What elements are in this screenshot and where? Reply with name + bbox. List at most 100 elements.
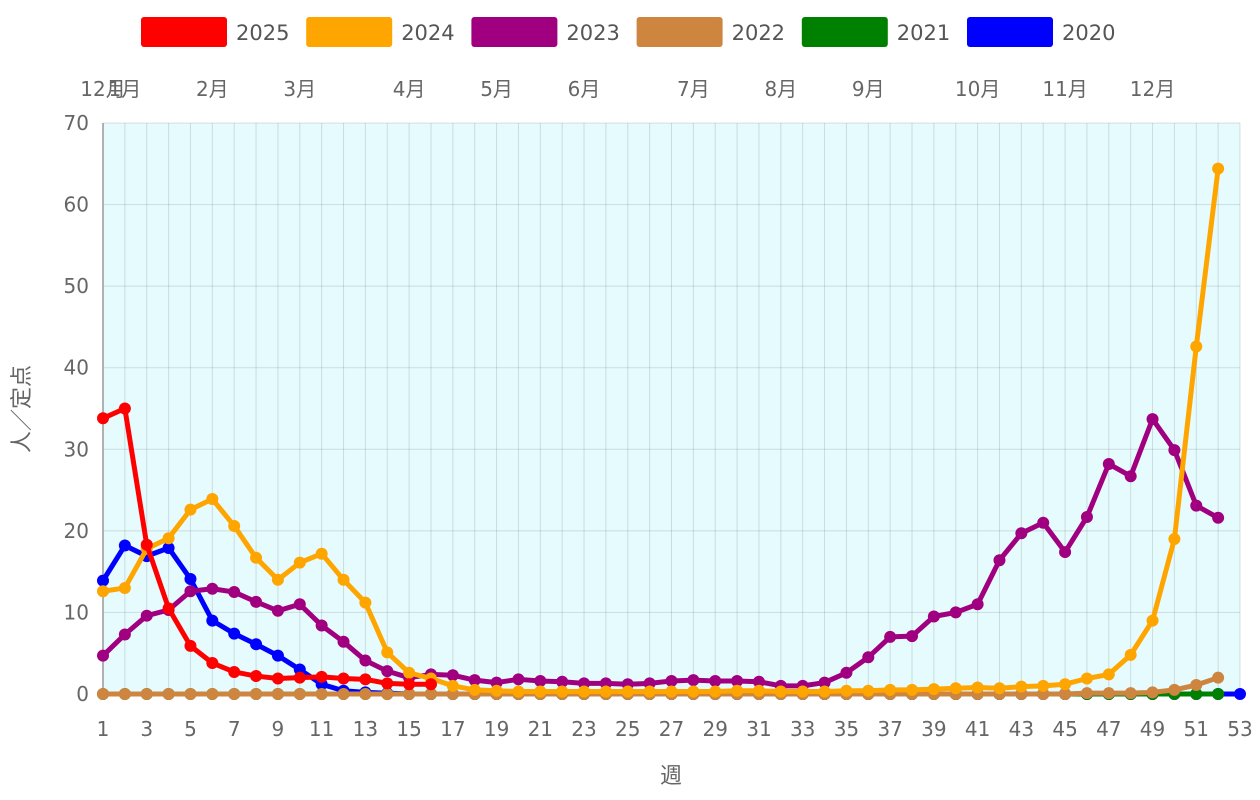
data-point bbox=[687, 674, 700, 687]
data-point bbox=[271, 672, 284, 685]
data-point bbox=[228, 627, 241, 640]
month-label: 5月 bbox=[480, 77, 513, 101]
data-point bbox=[468, 674, 481, 687]
legend-item-2025[interactable]: 2025 bbox=[141, 17, 289, 47]
data-point bbox=[949, 606, 962, 619]
legend-swatch bbox=[141, 17, 227, 47]
data-point bbox=[752, 684, 765, 697]
data-point bbox=[1037, 516, 1050, 529]
legend-item-2024[interactable]: 2024 bbox=[306, 17, 455, 47]
series-2025 bbox=[97, 402, 437, 691]
data-point bbox=[927, 610, 940, 623]
legend-item-2023[interactable]: 2023 bbox=[471, 17, 620, 47]
legend-swatch bbox=[471, 17, 558, 47]
data-point bbox=[206, 614, 219, 627]
data-point bbox=[1102, 668, 1115, 681]
data-point bbox=[906, 630, 919, 643]
data-point bbox=[162, 602, 175, 615]
x-tick-label: 45 bbox=[1052, 717, 1077, 741]
data-point bbox=[1124, 648, 1137, 661]
data-point bbox=[118, 581, 131, 594]
data-point bbox=[731, 674, 744, 687]
data-point bbox=[293, 556, 306, 569]
data-point bbox=[359, 654, 372, 667]
data-point bbox=[184, 585, 197, 598]
x-tick-label: 51 bbox=[1184, 717, 1209, 741]
data-point bbox=[206, 688, 219, 700]
data-point bbox=[315, 547, 328, 560]
data-point bbox=[250, 688, 263, 700]
data-point bbox=[1037, 679, 1050, 692]
data-point bbox=[1168, 683, 1181, 696]
data-point bbox=[468, 683, 481, 696]
data-point bbox=[118, 402, 131, 415]
data-point bbox=[97, 574, 109, 587]
y-tick-label: 0 bbox=[76, 682, 89, 706]
legend-item-2022[interactable]: 2022 bbox=[636, 17, 785, 47]
x-tick-label: 49 bbox=[1140, 717, 1165, 741]
x-tick-label: 25 bbox=[615, 717, 640, 741]
x-tick-label: 17 bbox=[440, 717, 465, 741]
legend-item-2020[interactable]: 2020 bbox=[967, 17, 1115, 47]
month-label: 4月 bbox=[393, 77, 426, 101]
data-point bbox=[140, 609, 153, 622]
month-label: 12月 bbox=[1130, 77, 1175, 101]
data-point bbox=[643, 685, 656, 698]
data-point bbox=[1080, 510, 1093, 523]
legend-swatch bbox=[967, 17, 1053, 47]
data-point bbox=[381, 688, 394, 700]
data-point bbox=[162, 688, 175, 700]
data-point bbox=[184, 688, 197, 700]
series-line bbox=[100, 406, 434, 687]
data-point bbox=[250, 551, 263, 564]
data-point bbox=[97, 585, 109, 598]
data-point bbox=[206, 493, 219, 506]
data-point bbox=[206, 582, 219, 595]
x-tick-label: 43 bbox=[1009, 717, 1034, 741]
y-tick-label: 30 bbox=[64, 437, 89, 461]
data-point bbox=[971, 681, 984, 694]
data-point bbox=[184, 572, 197, 585]
data-point bbox=[949, 682, 962, 695]
x-tick-label: 23 bbox=[571, 717, 596, 741]
data-point bbox=[884, 630, 897, 643]
legend-item-2021[interactable]: 2021 bbox=[801, 17, 950, 47]
x-tick-label: 37 bbox=[877, 717, 902, 741]
month-label: 9月 bbox=[852, 77, 885, 101]
data-point bbox=[862, 651, 875, 664]
month-label: 6月 bbox=[568, 77, 601, 101]
data-point bbox=[1015, 527, 1028, 540]
data-point bbox=[884, 683, 897, 696]
series-line bbox=[100, 416, 1221, 689]
series-2024 bbox=[97, 162, 1225, 698]
month-label: 2月 bbox=[196, 77, 229, 101]
x-tick-label: 27 bbox=[659, 717, 684, 741]
data-point bbox=[424, 678, 437, 691]
data-point bbox=[1015, 680, 1028, 693]
data-point bbox=[250, 670, 263, 683]
data-point bbox=[665, 674, 678, 687]
data-point bbox=[1059, 688, 1072, 700]
data-point bbox=[381, 677, 394, 690]
data-point bbox=[731, 684, 744, 697]
data-point bbox=[818, 685, 831, 698]
x-tick-labels: 1 3 5 7 9 11 13 15 17 19 21 23 25 27 29 31 33 35 37 39 41 43 4… bbox=[97, 717, 1253, 741]
y-tick-labels: 0 10 20 30 40 50 60 70 bbox=[64, 111, 89, 706]
y-tick-label: 20 bbox=[64, 519, 89, 543]
data-point bbox=[512, 685, 525, 698]
data-point bbox=[337, 573, 350, 586]
data-point bbox=[906, 683, 919, 696]
data-point bbox=[709, 685, 722, 698]
data-point bbox=[293, 688, 306, 700]
y-tick-label: 50 bbox=[64, 274, 89, 298]
x-tick-label: 11 bbox=[309, 717, 334, 741]
y-tick-label: 60 bbox=[64, 193, 89, 217]
data-point bbox=[315, 619, 328, 632]
month-label: 11月 bbox=[1042, 77, 1087, 101]
data-point bbox=[1146, 614, 1159, 627]
data-point bbox=[271, 604, 284, 617]
data-point bbox=[578, 685, 591, 698]
month-label: 8月 bbox=[764, 77, 797, 101]
data-point bbox=[1080, 672, 1093, 685]
